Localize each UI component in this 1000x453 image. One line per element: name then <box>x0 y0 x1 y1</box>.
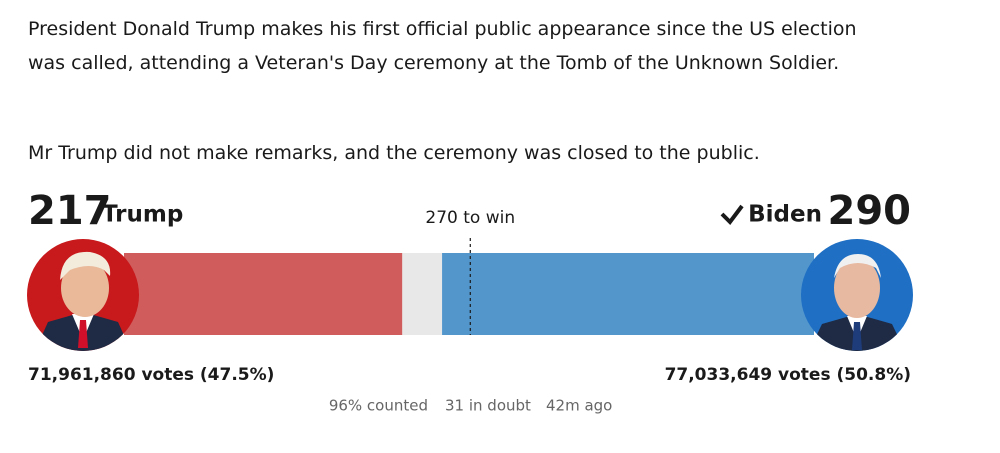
biden-electoral-votes: 290 <box>828 188 912 234</box>
updated: 42m ago <box>546 397 612 415</box>
trump-name: Trump <box>102 202 183 228</box>
biden-votes: 77,033,649 votes (50.8%) <box>665 365 911 385</box>
in-doubt-bar <box>402 253 443 335</box>
trump-votes: 71,961,860 votes (47.5%) <box>28 365 274 385</box>
counted: 96% counted <box>329 397 428 415</box>
biden-photo <box>801 239 913 351</box>
winner-check <box>720 204 744 226</box>
trump-bar <box>124 253 403 335</box>
biden-name: Biden <box>748 202 822 228</box>
biden-bar <box>442 253 814 335</box>
in-doubt-label: 31 in doubt <box>445 397 531 415</box>
trump-photo <box>27 239 139 351</box>
bar-group <box>124 253 814 335</box>
trump-electoral-votes: 217 <box>28 188 112 234</box>
threshold-label: 270 to win <box>425 208 515 228</box>
paragraph: President Donald Trump makes his first o… <box>28 18 857 74</box>
paragraph: Mr Trump did not make remarks, and the c… <box>28 142 760 164</box>
